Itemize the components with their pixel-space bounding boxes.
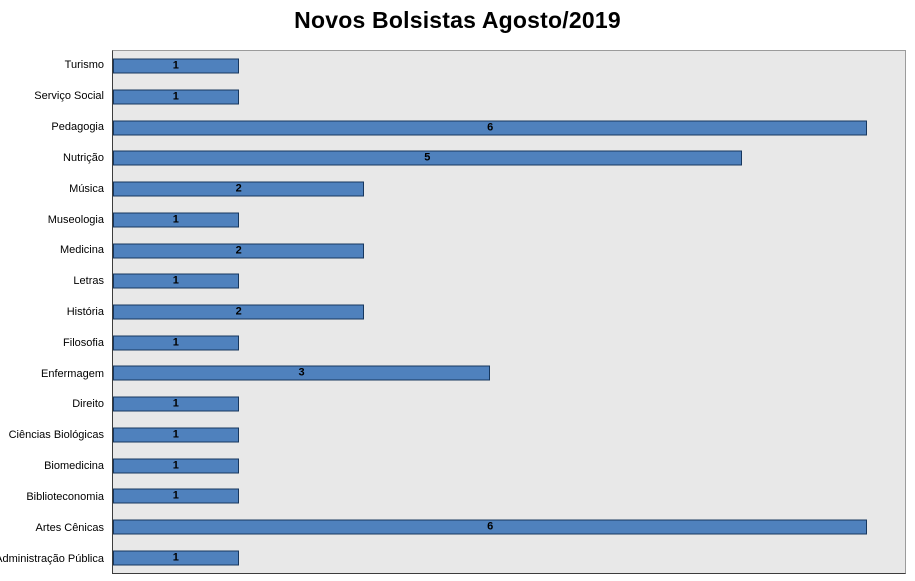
bar-value-label: 6 <box>487 121 494 134</box>
category-label: Biblioteconomia <box>26 490 104 503</box>
bar: 1 <box>113 58 239 74</box>
bar-value-label: 1 <box>172 551 179 564</box>
chart-title: Novos Bolsistas Agosto/2019 <box>294 7 621 33</box>
bar: 1 <box>113 550 239 566</box>
bar-value-label: 2 <box>235 244 242 257</box>
category-label: Filosofia <box>63 336 104 349</box>
category-label: Nutrição <box>63 151 104 164</box>
bar: 1 <box>113 273 239 289</box>
category-label: Artes Cênicas <box>35 521 104 534</box>
bar-value-label: 1 <box>172 336 179 349</box>
bar-value-label: 1 <box>172 59 179 72</box>
category-label: Medicina <box>59 244 104 257</box>
category-axis: Turismo Serviço Social Pedagogia Nutrição Mú… <box>0 50 110 574</box>
category-label: Serviço Social <box>34 90 104 103</box>
bar-value-label: 1 <box>172 397 179 410</box>
category-label: Biomedicina <box>44 460 104 473</box>
bar: 1 <box>113 396 239 412</box>
bar-value-label: 1 <box>172 459 179 472</box>
category-label: Pedagogia <box>51 121 104 134</box>
bar: 6 <box>113 120 868 136</box>
bar-value-label: 6 <box>487 520 494 533</box>
bar: 1 <box>113 212 239 228</box>
category-label: Turismo <box>64 59 104 72</box>
bar-value-label: 3 <box>298 366 305 379</box>
bar-value-label: 1 <box>172 489 179 502</box>
bar: 1 <box>113 458 239 474</box>
bar: 2 <box>113 181 365 197</box>
category-label: Administração Pública <box>0 552 104 565</box>
category-label: Música <box>69 182 104 195</box>
category-label: Enfermagem <box>41 367 104 380</box>
category-label: Museologia <box>47 213 104 226</box>
bar: 1 <box>113 427 239 443</box>
bar-value-label: 1 <box>172 274 179 287</box>
bar: 3 <box>113 365 491 381</box>
bar: 1 <box>113 488 239 504</box>
bar: 2 <box>113 243 365 259</box>
bar: 2 <box>113 304 365 320</box>
category-label: Ciências Biológicas <box>8 429 104 442</box>
bar-value-label: 1 <box>172 213 179 226</box>
category-label: Direito <box>72 398 104 411</box>
category-label: Letras <box>73 275 104 288</box>
bar: 6 <box>113 519 868 535</box>
bar-value-label: 2 <box>235 305 242 318</box>
bar: 1 <box>113 335 239 351</box>
bar-value-label: 5 <box>424 151 431 164</box>
bar: 5 <box>113 150 742 166</box>
category-label: História <box>66 306 104 318</box>
bar-value-label: 1 <box>172 90 179 103</box>
bar: 1 <box>113 89 239 105</box>
bar-value-label: 1 <box>172 428 179 441</box>
bar-value-label: 2 <box>235 182 242 195</box>
